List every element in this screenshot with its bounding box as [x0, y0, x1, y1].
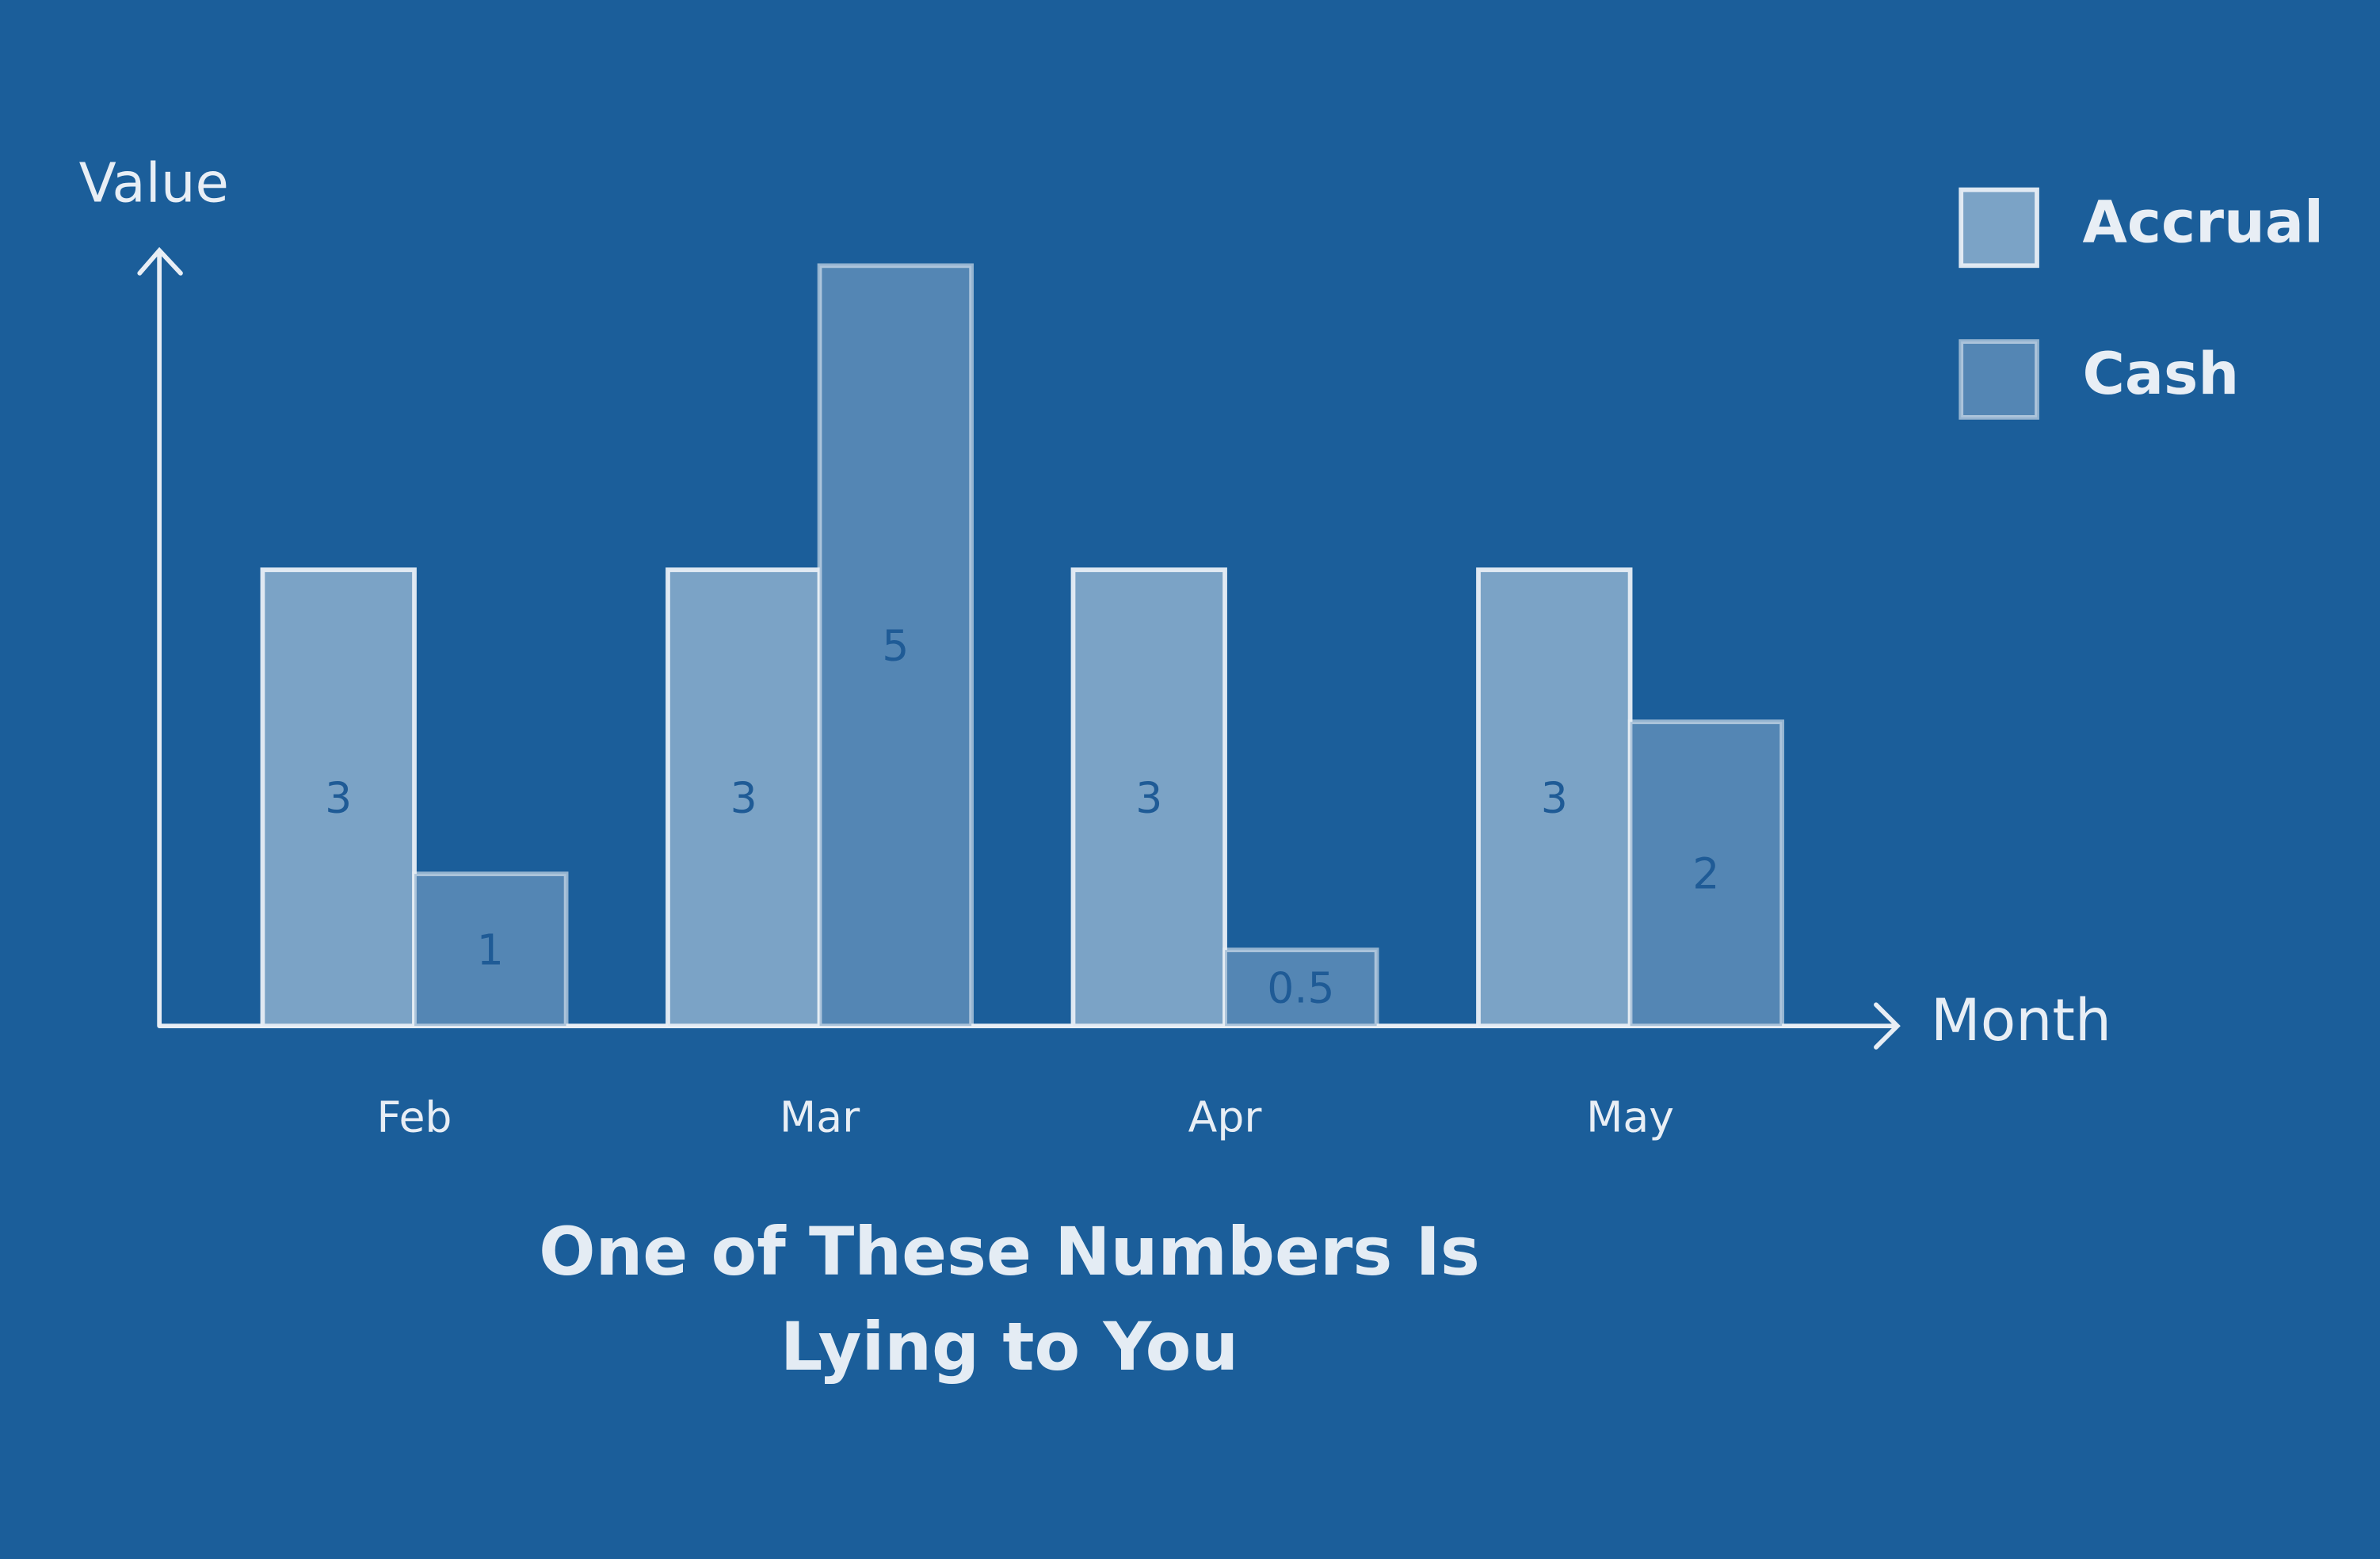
bar — [1222, 947, 1379, 1029]
legend-swatch — [1959, 187, 2039, 269]
chart-title: One of These Numbers Is Lying to You — [539, 1213, 1480, 1386]
bar — [817, 263, 974, 1029]
x-tick-label: Apr — [1188, 1092, 1263, 1142]
bar — [412, 871, 569, 1029]
legend-label: Accrual — [2083, 189, 2324, 257]
data-label: 3 — [1541, 773, 1568, 823]
data-label: 1 — [477, 925, 504, 975]
x-axis-label: Month — [1931, 987, 2111, 1054]
legend-label: Cash — [2083, 341, 2240, 408]
data-label: 0.5 — [1267, 963, 1334, 1013]
data-label: 3 — [1135, 773, 1162, 823]
y-axis-label: Value — [79, 152, 229, 215]
x-tick-label: May — [1586, 1092, 1674, 1142]
x-tick-label: Feb — [377, 1092, 452, 1142]
data-label: 3 — [730, 773, 757, 823]
axes — [137, 246, 1901, 1050]
bar — [1627, 719, 1785, 1029]
bar — [666, 567, 822, 1029]
bar — [260, 567, 417, 1029]
data-label: 2 — [1692, 849, 1719, 899]
x-tick-label: Mar — [780, 1092, 860, 1142]
bar — [1070, 567, 1227, 1029]
legend-swatch — [1959, 339, 2039, 420]
data-label: 3 — [325, 773, 352, 823]
bar — [1476, 567, 1633, 1029]
data-label: 5 — [882, 621, 909, 671]
